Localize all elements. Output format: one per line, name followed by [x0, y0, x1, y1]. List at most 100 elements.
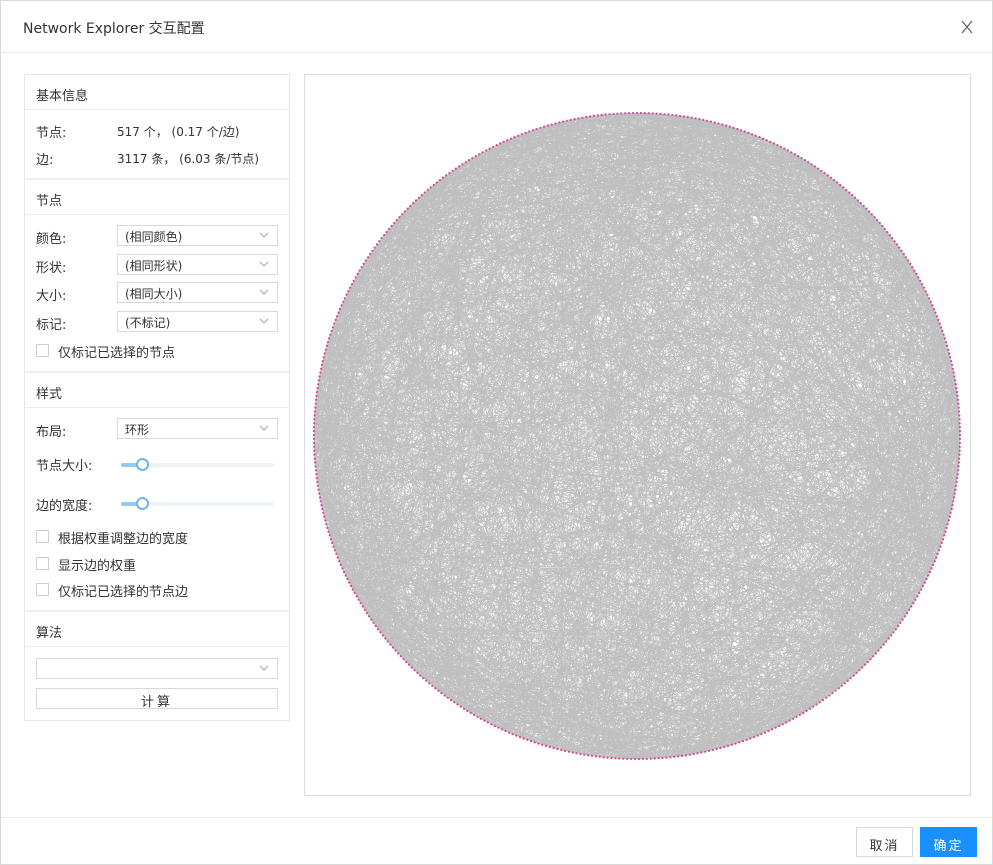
- graph-node[interactable]: [938, 549, 941, 552]
- graph-node[interactable]: [734, 742, 737, 745]
- graph-node[interactable]: [645, 757, 648, 761]
- graph-node[interactable]: [518, 736, 522, 739]
- graph-node[interactable]: [873, 216, 876, 219]
- graph-node[interactable]: [500, 728, 503, 731]
- graph-node[interactable]: [474, 155, 477, 158]
- graph-node[interactable]: [413, 669, 416, 672]
- graph-node[interactable]: [943, 534, 946, 537]
- graph-node[interactable]: [940, 326, 943, 329]
- graph-node[interactable]: [907, 259, 910, 262]
- graph-node[interactable]: [340, 304, 343, 307]
- graph-node[interactable]: [883, 227, 887, 231]
- graph-node[interactable]: [326, 341, 329, 344]
- graph-node[interactable]: [957, 465, 960, 468]
- graph-node[interactable]: [771, 728, 774, 731]
- graph-node[interactable]: [752, 736, 756, 739]
- graph-node[interactable]: [925, 577, 928, 581]
- graph-node[interactable]: [812, 705, 815, 708]
- graph-node[interactable]: [556, 747, 559, 751]
- graph-node[interactable]: [630, 757, 633, 761]
- graph-node[interactable]: [945, 341, 948, 344]
- graph-node[interactable]: [930, 567, 933, 570]
- graph-node[interactable]: [938, 322, 941, 325]
- graph-node[interactable]: [778, 724, 781, 728]
- graph-node[interactable]: [953, 492, 956, 495]
- graph-node[interactable]: [333, 322, 336, 325]
- slider-handle[interactable]: [136, 458, 150, 471]
- graph-node[interactable]: [317, 488, 320, 491]
- graph-node[interactable]: [349, 286, 352, 289]
- graph-node[interactable]: [565, 119, 568, 122]
- graph-node[interactable]: [849, 677, 852, 680]
- graph-node[interactable]: [325, 344, 328, 347]
- graph-node[interactable]: [946, 523, 949, 526]
- graph-node[interactable]: [673, 755, 676, 758]
- graph-node[interactable]: [897, 624, 900, 628]
- graph-node[interactable]: [583, 753, 586, 756]
- graph-node[interactable]: [688, 753, 691, 756]
- graph-node[interactable]: [958, 422, 961, 425]
- graph-node[interactable]: [895, 243, 899, 246]
- graph-node[interactable]: [825, 696, 828, 699]
- graph-node[interactable]: [633, 757, 637, 761]
- graph-node[interactable]: [365, 612, 368, 615]
- graph-node[interactable]: [736, 127, 739, 131]
- graph-node[interactable]: [945, 526, 948, 529]
- graph-node[interactable]: [443, 694, 446, 697]
- graph-node[interactable]: [558, 121, 561, 124]
- graph-node[interactable]: [434, 687, 437, 690]
- graph-node[interactable]: [402, 658, 405, 661]
- graph-node[interactable]: [483, 719, 486, 722]
- graph-node[interactable]: [358, 269, 361, 272]
- graph-node[interactable]: [326, 526, 329, 529]
- graph-node[interactable]: [882, 643, 885, 646]
- graph-node[interactable]: [943, 337, 947, 340]
- graph-node[interactable]: [954, 488, 957, 491]
- graph-node[interactable]: [546, 124, 549, 127]
- graph-node[interactable]: [321, 507, 324, 511]
- graph-node[interactable]: [339, 563, 342, 566]
- graph-node[interactable]: [416, 671, 419, 675]
- graph-node[interactable]: [429, 186, 432, 189]
- graph-node[interactable]: [600, 113, 603, 116]
- graph-node[interactable]: [749, 737, 752, 740]
- graph-node[interactable]: [420, 194, 423, 197]
- graph-node[interactable]: [870, 213, 874, 216]
- graph-node[interactable]: [314, 402, 317, 405]
- graph-node[interactable]: [537, 742, 540, 745]
- graph-node[interactable]: [951, 363, 954, 366]
- graph-node[interactable]: [776, 144, 779, 147]
- graph-node[interactable]: [348, 581, 351, 584]
- graph-node[interactable]: [493, 724, 496, 728]
- graph-node[interactable]: [412, 202, 415, 205]
- graph-node[interactable]: [929, 300, 932, 303]
- graph-node[interactable]: [632, 111, 635, 115]
- graph-node[interactable]: [863, 663, 867, 666]
- graph-node[interactable]: [323, 352, 326, 355]
- graph-node[interactable]: [767, 729, 770, 733]
- graph-node[interactable]: [747, 131, 750, 134]
- graph-node[interactable]: [826, 174, 829, 177]
- graph-node[interactable]: [692, 752, 695, 756]
- graph-node[interactable]: [951, 367, 955, 370]
- graph-node[interactable]: [445, 174, 448, 177]
- graph-node[interactable]: [732, 126, 735, 129]
- graph-node[interactable]: [805, 709, 808, 713]
- graph-node[interactable]: [313, 422, 316, 425]
- graph-node[interactable]: [318, 492, 321, 495]
- graph-node[interactable]: [312, 437, 316, 440]
- graph-node[interactable]: [952, 371, 955, 374]
- graph-node[interactable]: [389, 643, 392, 646]
- graph-node[interactable]: [940, 541, 943, 544]
- graph-node[interactable]: [390, 224, 393, 228]
- graph-node[interactable]: [363, 608, 366, 611]
- graph-node[interactable]: [880, 646, 883, 649]
- graph-node[interactable]: [954, 383, 957, 386]
- graph-node[interactable]: [325, 523, 328, 526]
- graph-node[interactable]: [762, 137, 765, 140]
- graph-node[interactable]: [953, 496, 956, 499]
- graph-node[interactable]: [511, 733, 514, 736]
- graph-node[interactable]: [719, 746, 722, 750]
- graph-node[interactable]: [313, 410, 316, 413]
- graph-node[interactable]: [313, 445, 316, 448]
